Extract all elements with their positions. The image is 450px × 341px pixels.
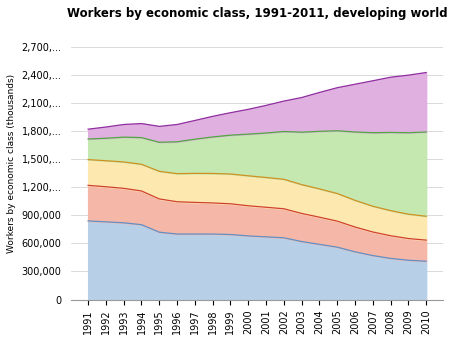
Y-axis label: Workers by economic class (thousands): Workers by economic class (thousands) xyxy=(7,74,16,253)
Title: Workers by economic class, 1991-2011, developing world: Workers by economic class, 1991-2011, de… xyxy=(67,7,447,20)
